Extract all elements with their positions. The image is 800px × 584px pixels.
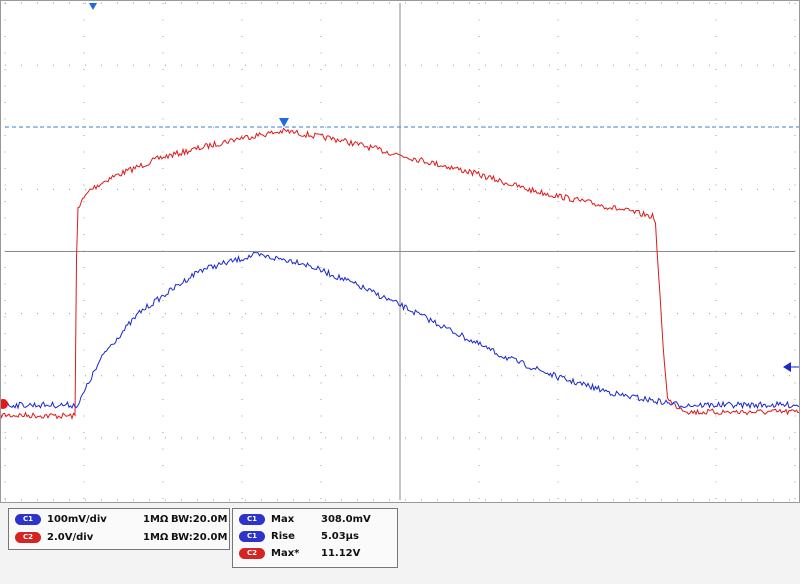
measurement-row: C1 Rise 5.03μs — [239, 530, 395, 544]
channel-bandwidth: BW:20.0M — [171, 532, 228, 543]
channel-badge: C1 — [15, 513, 41, 525]
channel-badge: C2 — [15, 531, 41, 543]
cursor-marker — [279, 118, 289, 127]
measurement-badge: C1 — [239, 513, 265, 525]
scope-screen — [0, 0, 800, 503]
measurement-value: 308.0mV — [321, 514, 371, 525]
channel-impedance: 1MΩ — [143, 532, 169, 543]
grid — [4, 2, 796, 501]
measurement-badge: C2 — [239, 547, 265, 559]
measurement-panel: C1 Max 308.0mV C1 Rise 5.03μs C2 Max* 11… — [232, 508, 398, 568]
measurement-value: 11.12V — [321, 548, 361, 559]
trace-c1 — [0, 251, 800, 410]
channel-impedance: 1MΩ — [143, 514, 169, 525]
measurement-name: Max* — [271, 548, 300, 559]
measurement-row: C2 Max* 11.12V — [239, 547, 395, 561]
c1-level-marker — [783, 362, 791, 372]
channel-row: C1 100mV/div 1MΩ BW:20.0M — [15, 513, 228, 527]
measurement-value: 5.03μs — [321, 531, 359, 542]
measurement-badge: C1 — [239, 530, 265, 542]
trigger-marker — [89, 3, 97, 10]
trace-c2 — [0, 127, 800, 421]
channel-panel: C1 100mV/div 1MΩ BW:20.0M C2 2.0V/div 1M… — [8, 508, 230, 550]
c2-ground-marker — [0, 399, 8, 409]
channel-row: C2 2.0V/div 1MΩ BW:20.0M — [15, 531, 228, 545]
measurement-name: Max — [271, 514, 295, 525]
measurement-name: Rise — [271, 531, 295, 542]
channel-scale: 100mV/div — [47, 514, 107, 525]
channel-scale: 2.0V/div — [47, 532, 94, 543]
measurement-row: C1 Max 308.0mV — [239, 513, 395, 527]
channel-bandwidth: BW:20.0M — [171, 514, 228, 525]
